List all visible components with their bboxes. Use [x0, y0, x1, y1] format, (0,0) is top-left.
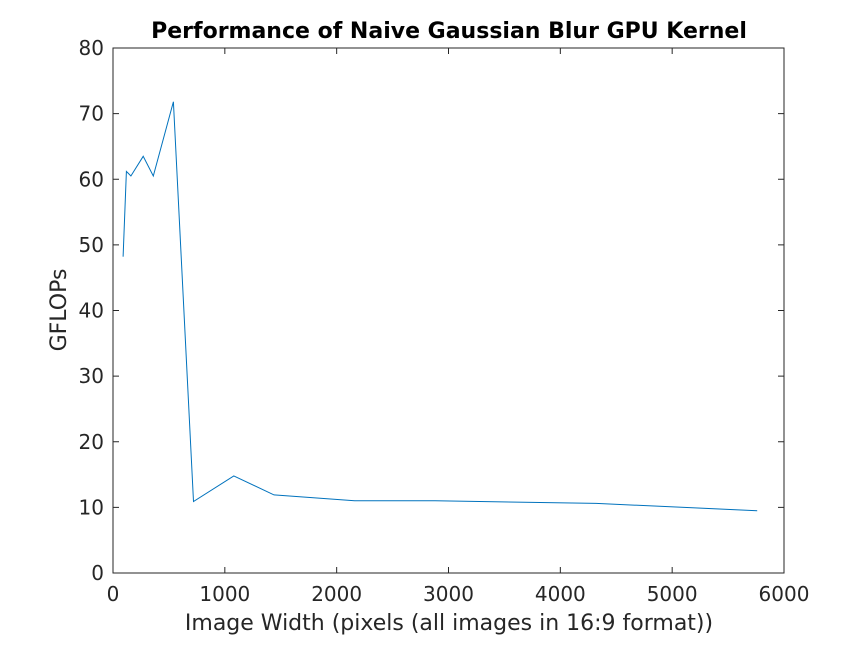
y-tick-label: 80	[79, 36, 104, 60]
x-tick-label: 1000	[199, 582, 250, 606]
series-layer	[122, 101, 758, 512]
y-tick-label: 50	[79, 233, 104, 257]
y-tick-label: 30	[79, 364, 104, 388]
y-axis-label: GFLOPs	[47, 269, 72, 352]
y-tick-label: 20	[79, 430, 104, 454]
y-tick-label: 40	[79, 299, 104, 323]
x-axis-label: Image Width (pixels (all images in 16:9 …	[185, 611, 713, 636]
y-tick-label: 0	[91, 561, 104, 585]
x-axis-ticks: 0 1000 2000 3000 4000 5000 6000	[107, 48, 810, 606]
y-tick-label: 60	[79, 167, 104, 191]
series-line	[122, 101, 758, 512]
y-tick-label: 70	[79, 102, 104, 126]
y-tick-label: 10	[79, 495, 104, 519]
y-axis-ticks: 0 10 20 30 40 50 60 70 80	[79, 36, 784, 585]
x-tick-label: 3000	[423, 582, 474, 606]
x-tick-label: 6000	[759, 582, 810, 606]
x-tick-label: 2000	[311, 582, 362, 606]
x-tick-label: 0	[107, 582, 120, 606]
x-tick-label: 4000	[535, 582, 586, 606]
x-tick-label: 5000	[647, 582, 698, 606]
plot-area	[112, 47, 785, 574]
chart-title: Performance of Naive Gaussian Blur GPU K…	[151, 19, 747, 44]
